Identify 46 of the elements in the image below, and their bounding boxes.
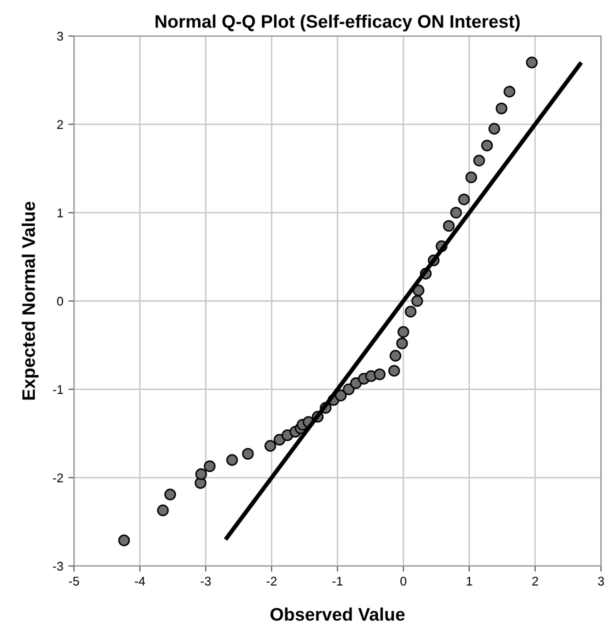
y-tick-label: 0	[57, 296, 64, 306]
y-tick-label: 1	[58, 208, 63, 218]
point	[242, 448, 254, 460]
point	[396, 338, 408, 350]
point	[465, 171, 478, 184]
x-tick-label: 3	[598, 576, 604, 586]
point	[342, 383, 355, 396]
point	[374, 368, 386, 380]
point	[390, 350, 402, 362]
point	[226, 454, 238, 466]
point	[458, 194, 470, 206]
point	[473, 154, 485, 166]
point	[204, 460, 216, 472]
y-tick-label: 2	[57, 120, 63, 129]
point	[504, 86, 516, 98]
point	[388, 364, 400, 377]
y-tick-label: -2	[53, 473, 63, 482]
y-tick-label: -1	[53, 385, 63, 394]
chart-title: Normal Q-Q Plot (Self-efficacy ON Interest)	[156, 14, 520, 32]
point	[412, 284, 424, 296]
x-tick-label: -4	[134, 576, 146, 586]
point	[450, 206, 462, 219]
x-tick-label: 2	[532, 576, 538, 586]
y-axis-title: Expected Normal Value	[22, 202, 39, 400]
x-tick-label: -3	[200, 576, 211, 586]
point	[411, 295, 424, 307]
x-tick-label: -2	[266, 576, 277, 586]
point	[496, 102, 508, 114]
x-axis-title: Observed Value	[270, 608, 405, 621]
point	[157, 504, 169, 516]
x-tick-label: 0	[400, 576, 406, 586]
point	[164, 488, 176, 500]
point	[264, 440, 276, 452]
point	[442, 220, 455, 232]
y-tick-label: -3	[53, 562, 64, 571]
y-tick-label: 3	[57, 32, 64, 41]
point	[488, 122, 500, 135]
point	[118, 534, 130, 546]
x-tick-label: -5	[69, 576, 80, 586]
x-tick-label: -1	[332, 576, 342, 586]
point	[195, 468, 207, 480]
point	[404, 306, 416, 318]
point	[526, 56, 538, 68]
point	[481, 140, 493, 152]
x-tick-label: 1	[466, 576, 472, 586]
point	[398, 326, 410, 338]
